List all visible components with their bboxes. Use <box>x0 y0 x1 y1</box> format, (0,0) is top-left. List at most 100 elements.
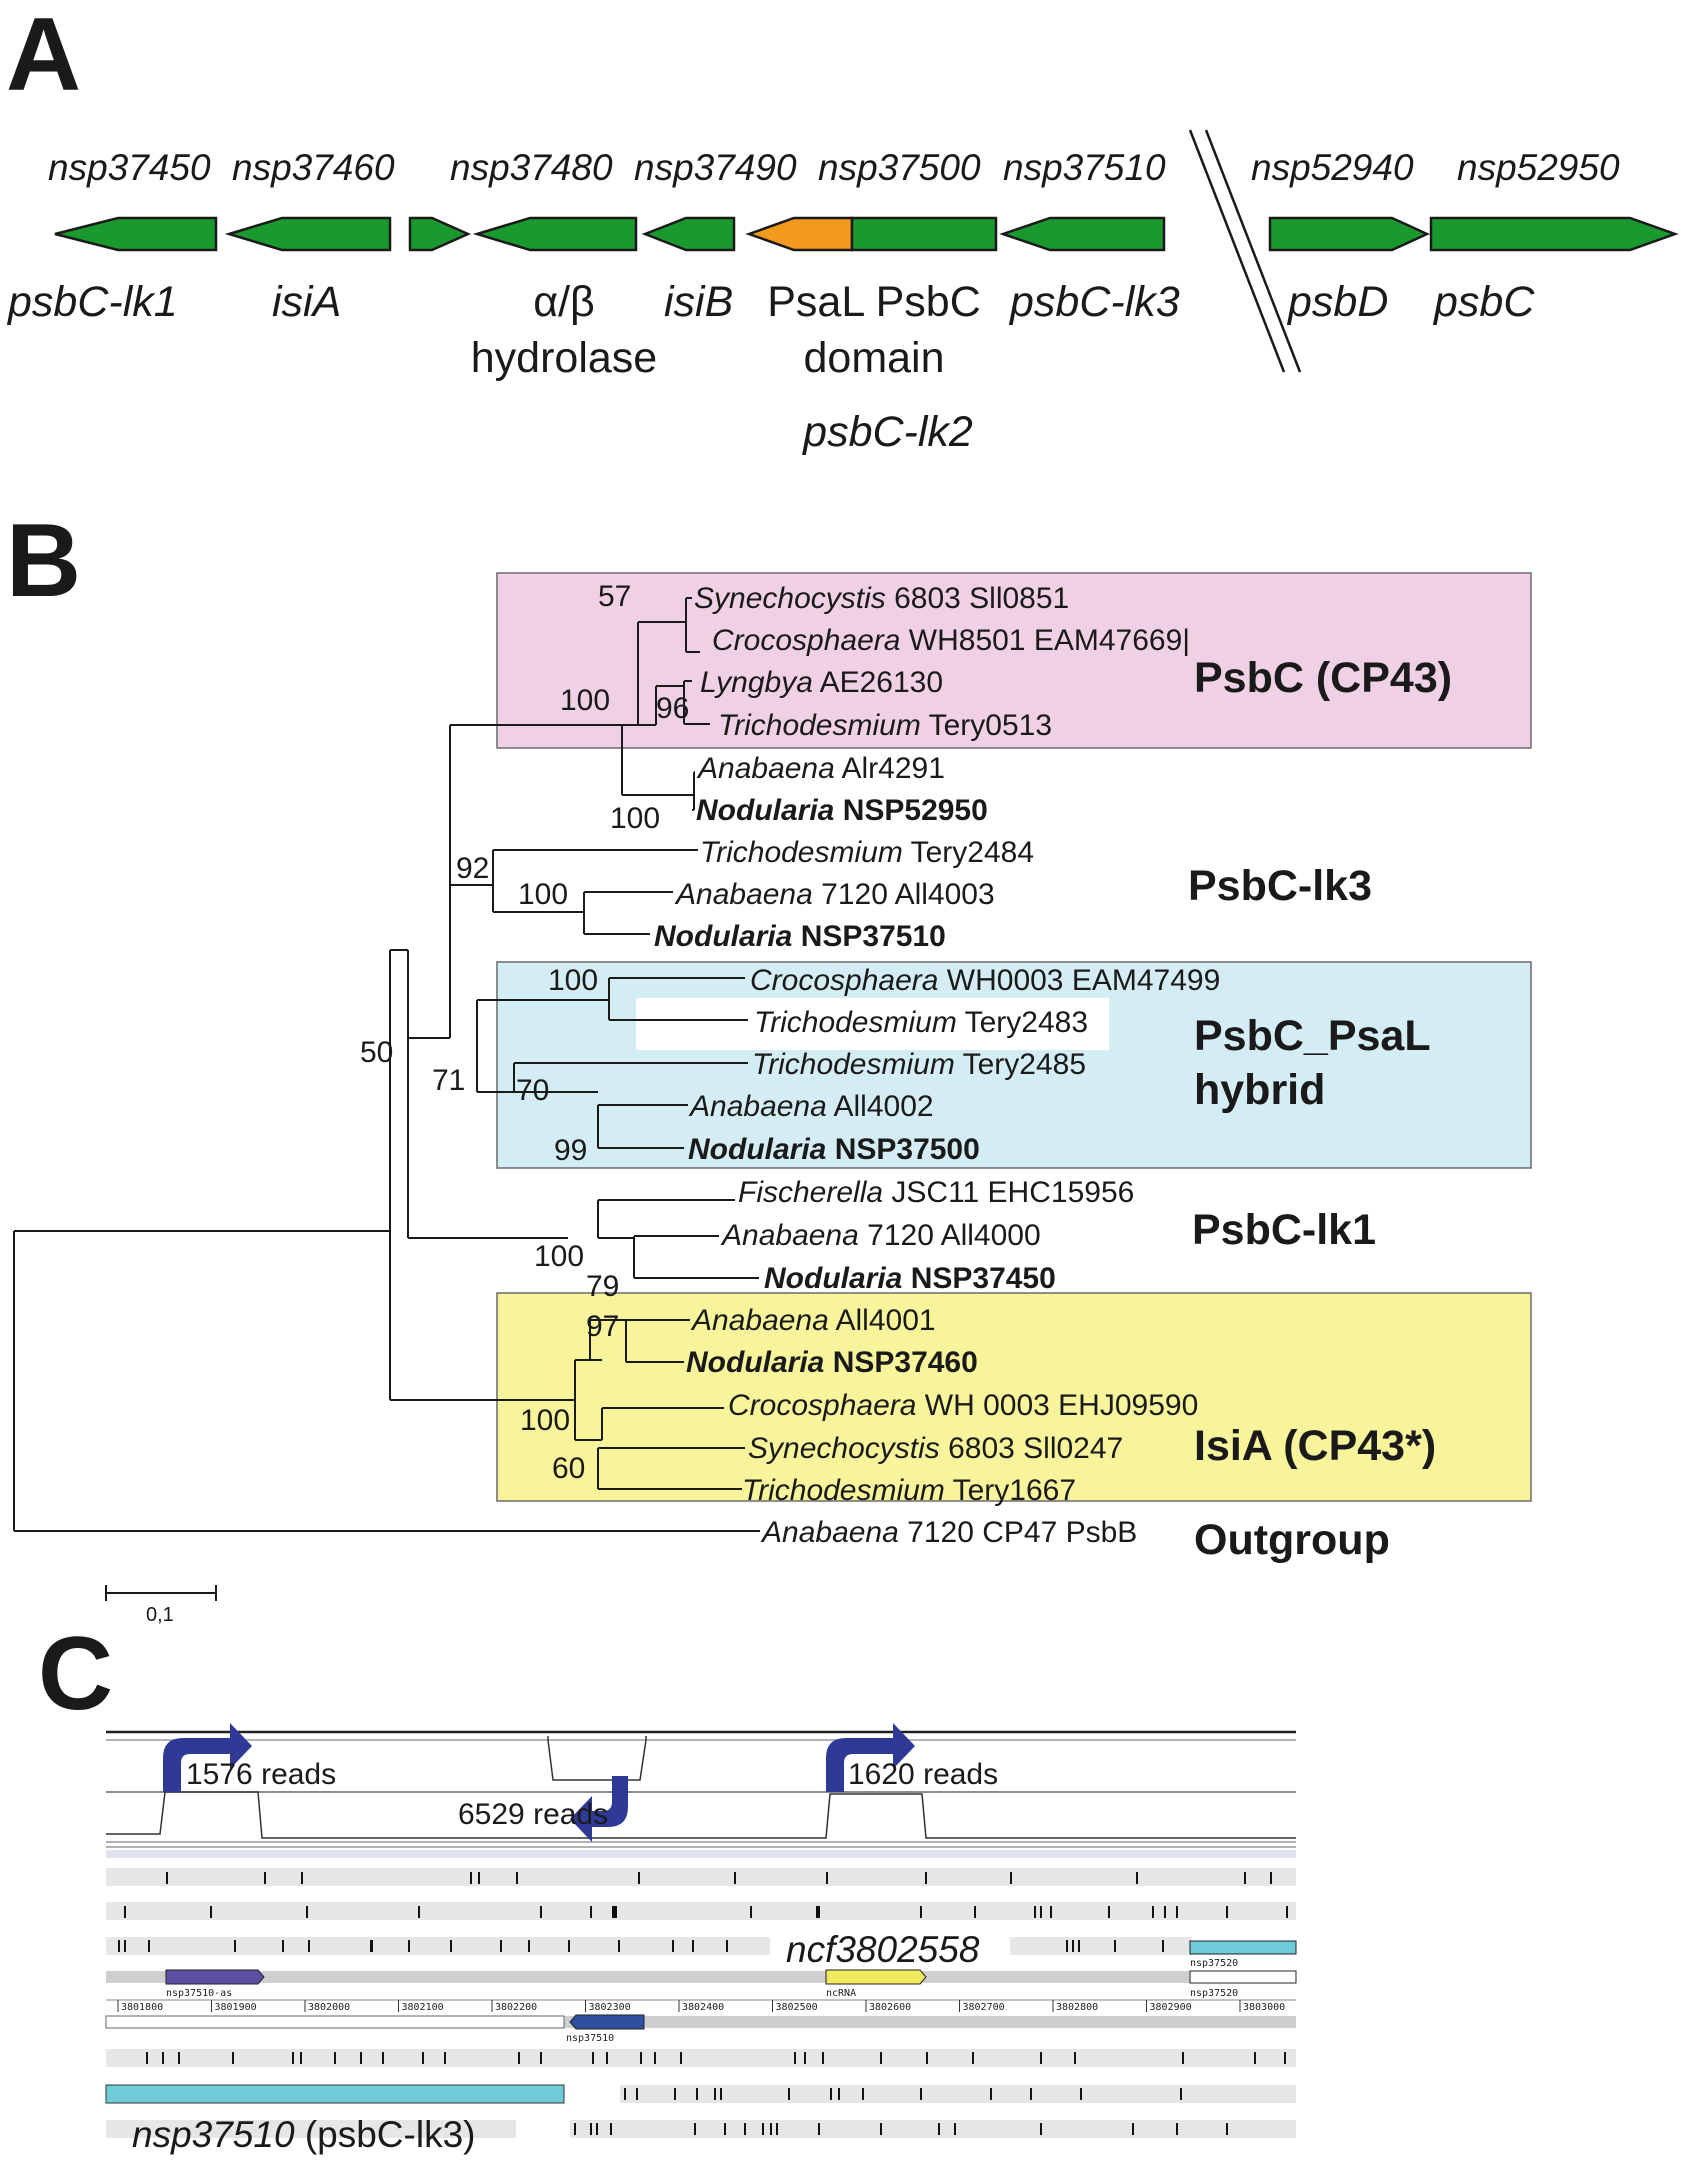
feature-nsp37520-bottom <box>1189 1970 1297 1984</box>
bootstrap-value: 79 <box>586 1270 619 1303</box>
gene-name-hydrolase-2: hydrolase <box>471 334 657 382</box>
feature-label: nsp37510-as <box>166 1988 232 1999</box>
bootstrap-value: 96 <box>656 692 689 725</box>
gene-track: nsp37510 <box>105 2014 1296 2044</box>
gene-name-isib: isiB <box>664 278 733 326</box>
bootstrap-value: 99 <box>554 1134 587 1167</box>
gene-id-nsp37500: nsp37500 <box>818 147 981 188</box>
gene-arrow-small <box>408 216 472 252</box>
taxon-label: Nodularia NSP52950 <box>696 794 988 827</box>
feature-label: nsp37520 <box>1190 1958 1238 1969</box>
clade-box-isia <box>496 1292 1532 1502</box>
coverage-tracks <box>106 1730 1296 1858</box>
read-count: 6529 reads <box>458 1798 608 1831</box>
bootstrap-value: 100 <box>534 1240 584 1273</box>
ruler-tick-label: 3802600 <box>869 2002 911 2013</box>
bootstrap-value: 57 <box>598 580 631 613</box>
taxon-label: Crocosphaera WH 0003 EHJ09590 <box>728 1389 1198 1422</box>
gene-id-nsp37510: nsp37510 <box>1003 147 1166 188</box>
group-isia: IsiA (CP43*) <box>1194 1422 1436 1470</box>
gene-name-psbc-lk1: psbC-lk1 <box>6 278 178 326</box>
ruler-tick-label: 3802300 <box>589 2002 631 2013</box>
read-strips-lower <box>105 2049 1296 2138</box>
taxon-label: Nodularia NSP37460 <box>686 1346 978 1379</box>
taxon-label: Crocosphaera WH8501 EAM47669| <box>712 624 1190 657</box>
panel-label-c: C <box>38 1616 113 1732</box>
ruler-tick-label: 3802800 <box>1056 2002 1098 2013</box>
feature-nsp37520-top <box>1189 1940 1297 1955</box>
taxa-labels: Synechocystis 6803 Sll0851 Crocosphaera … <box>654 582 1220 1549</box>
gene-arrow-psbc <box>1429 216 1679 252</box>
bootstrap-value: 100 <box>610 802 660 835</box>
panel-label-a: A <box>6 0 81 113</box>
gene-id-nsp37480: nsp37480 <box>450 147 613 188</box>
gene-arrow-psbc-domain <box>850 216 998 252</box>
taxon-label: Fischerella JSC11 EHC15956 <box>738 1176 1134 1209</box>
bootstrap-value: 97 <box>586 1310 619 1343</box>
bootstrap-value: 100 <box>548 964 598 997</box>
group-hybrid-2: hybrid <box>1194 1066 1325 1114</box>
taxon-label: Anabaena 7120 All4003 <box>674 878 995 911</box>
gene-arrow-psal-domain <box>745 216 854 252</box>
genome-break <box>1188 129 1302 373</box>
ruler-tick-label: 3802200 <box>495 2002 537 2013</box>
gene-name-isia: isiA <box>272 278 341 326</box>
ruler-tick-label: 3802700 <box>963 2002 1005 2013</box>
gene-name-psbc-lk2: psbC-lk2 <box>801 408 973 456</box>
taxon-label: Lyngbya AE26130 <box>700 666 943 699</box>
group-hybrid-1: PsbC_PsaL <box>1194 1012 1431 1060</box>
taxon-label: Trichodesmium Tery0513 <box>718 709 1052 742</box>
ruler-tick-label: 3803000 <box>1243 2002 1285 2013</box>
gene-arrow-psbc-lk1 <box>54 216 218 252</box>
taxon-label: Nodularia NSP37500 <box>688 1133 980 1166</box>
feature-nsp37510 <box>569 2014 645 2030</box>
feature-label: nsp37520 <box>1190 1988 1238 1999</box>
gene-arrow-isib <box>641 216 736 252</box>
taxon-label: Anabaena All4001 <box>690 1304 936 1337</box>
bootstrap-value: 100 <box>518 878 568 911</box>
bootstrap-labels: 57 100 96 100 92 100 100 71 70 99 50 100… <box>360 580 689 1485</box>
read-count: 1620 reads <box>848 1758 998 1791</box>
taxon-label: Trichodesmium Tery2484 <box>700 836 1034 869</box>
gene-name-psbd: psbD <box>1286 278 1388 326</box>
feature-ncrna <box>825 1969 927 1985</box>
gene-arrow-psbc-lk3 <box>999 216 1166 252</box>
bootstrap-value: 70 <box>516 1074 549 1107</box>
gene-name-psbc-lk3: psbC-lk3 <box>1008 278 1180 326</box>
gene-arrow-hydrolase <box>472 216 638 252</box>
gene-arrows <box>54 216 1679 252</box>
group-psbc: PsbC (CP43) <box>1194 654 1452 702</box>
ruler-tick-label: 3802100 <box>402 2002 444 2013</box>
taxon-label: Synechocystis 6803 Sll0247 <box>748 1432 1123 1465</box>
annotation-track: nsp37510-as ncRNA nsp37520 nsp37520 <box>106 1940 1297 1999</box>
group-outgroup: Outgroup <box>1194 1516 1390 1564</box>
ruler-tick-label: 3802400 <box>682 2002 724 2013</box>
gene-arrow-isia <box>224 216 392 252</box>
taxon-label: Nodularia NSP37450 <box>764 1262 1056 1295</box>
taxon-label: Anabaena Alr4291 <box>696 752 945 785</box>
taxon-label: Trichodesmium Tery2483 <box>754 1006 1088 1039</box>
taxon-label: Nodularia NSP37510 <box>654 920 946 953</box>
feature-nsp37510-as <box>165 1969 265 1985</box>
bootstrap-value: 92 <box>456 852 489 885</box>
ruler-tick-label: 3802500 <box>776 2002 818 2013</box>
group-lk3: PsbC-lk3 <box>1188 862 1372 910</box>
feature-label: ncRNA <box>826 1988 856 1999</box>
gene-id-nsp52950: nsp52950 <box>1457 147 1620 188</box>
taxon-label: Crocosphaera WH0003 EAM47499 <box>750 964 1220 997</box>
group-lk1: PsbC-lk1 <box>1192 1206 1376 1254</box>
clade-boxes <box>496 572 1532 1502</box>
group-labels: PsbC (CP43) PsbC-lk3 PsbC_PsaL hybrid Ps… <box>1188 654 1452 1564</box>
bootstrap-value: 60 <box>552 1452 585 1485</box>
tss-arrow-1 <box>163 1723 252 1792</box>
ruler-labels: 3801800 3801900 3802000 3802100 3802200 38023… <box>121 2002 1285 2013</box>
bootstrap-value: 100 <box>560 684 610 717</box>
read-strips-upper <box>106 1868 1296 1955</box>
taxon-label: Anabaena 7120 All4000 <box>720 1219 1041 1252</box>
clade-box-psbc <box>496 572 1532 749</box>
read-count-labels: 1576 reads 6529 reads 1620 reads <box>186 1758 998 1831</box>
highlight-tery2483 <box>636 998 1109 1050</box>
ruler-tick-label: 3802000 <box>308 2002 350 2013</box>
ruler-tick-label: 3801900 <box>215 2002 257 2013</box>
